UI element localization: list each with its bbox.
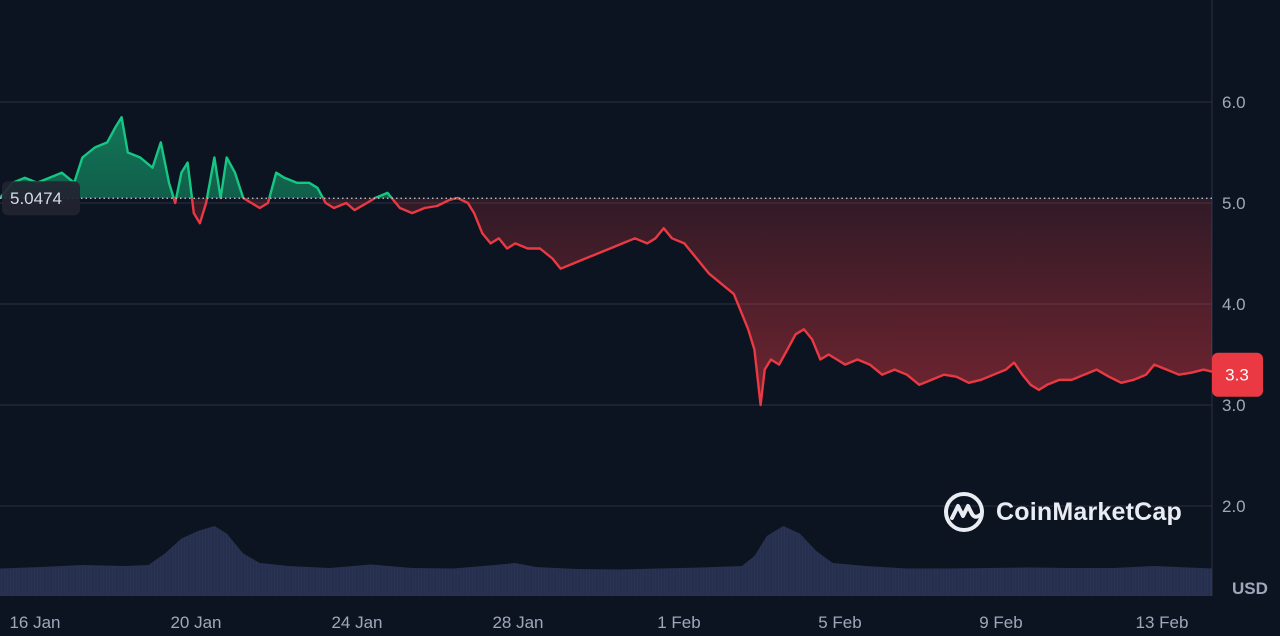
volume-area bbox=[0, 526, 1212, 596]
y-tick-label: 6.0 bbox=[1222, 93, 1246, 112]
value-labels: 5.0474 3.3 bbox=[2, 181, 1263, 397]
x-tick-label: 5 Feb bbox=[818, 613, 861, 632]
price-line-below bbox=[0, 198, 1212, 407]
x-tick-label: 1 Feb bbox=[657, 613, 700, 632]
y-tick-label: 2.0 bbox=[1222, 497, 1246, 516]
coinmarketcap-logo-icon bbox=[944, 492, 984, 532]
y-tick-label: 5.0 bbox=[1222, 194, 1246, 213]
x-tick-label: 13 Feb bbox=[1136, 613, 1189, 632]
currency-label: USD bbox=[1232, 579, 1268, 598]
last-price-label: 3.3 bbox=[1225, 366, 1249, 385]
volume-bars bbox=[0, 500, 1212, 596]
brand-name: CoinMarketCap bbox=[996, 497, 1182, 526]
y-axis-ticks: 2.0 3.0 4.0 5.0 6.0 bbox=[1222, 93, 1246, 516]
area-above-reference bbox=[0, 117, 459, 199]
area-below-reference bbox=[0, 198, 1212, 405]
price-area-fill bbox=[0, 117, 1212, 405]
x-tick-label: 9 Feb bbox=[979, 613, 1022, 632]
y-tick-label: 4.0 bbox=[1222, 295, 1246, 314]
x-tick-label: 24 Jan bbox=[331, 613, 382, 632]
x-tick-label: 28 Jan bbox=[492, 613, 543, 632]
brand-watermark: CoinMarketCap bbox=[942, 490, 1182, 534]
last-price-badge bbox=[1212, 352, 1263, 397]
price-line bbox=[0, 116, 1212, 407]
y-tick-label: 3.0 bbox=[1222, 396, 1246, 415]
x-axis-ticks: 16 Jan 20 Jan 24 Jan 28 Jan 1 Feb 5 Feb 9 Feb 1… bbox=[9, 613, 1188, 632]
x-tick-label: 20 Jan bbox=[170, 613, 221, 632]
reference-value-label: 5.0474 bbox=[10, 189, 62, 208]
x-tick-label: 16 Jan bbox=[9, 613, 60, 632]
reference-value-badge bbox=[2, 181, 80, 216]
